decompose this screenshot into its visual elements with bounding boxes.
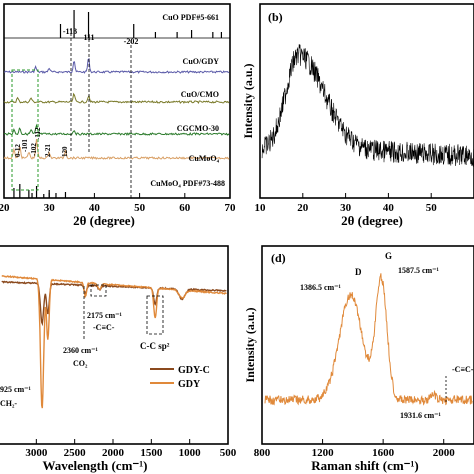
panel-a: 20 30 40 50 60 70 2θ (degree) CuO PDF#5-661 C… bbox=[0, 3, 236, 228]
legend-label-gdy-c: GDY-C bbox=[178, 365, 210, 376]
series-line-2 bbox=[3, 92, 230, 105]
panel-d-x-label: Raman shift (cm⁻¹) bbox=[311, 458, 419, 473]
x-tick-label: 3000 bbox=[25, 447, 48, 459]
hkl-m101: -101 bbox=[21, 139, 29, 152]
x-tick-label: 30 bbox=[44, 202, 56, 214]
x-tick-label: 40 bbox=[89, 202, 101, 214]
legend-label-gdy: GDY bbox=[178, 379, 201, 390]
peak-label-m113: -113 bbox=[63, 27, 77, 36]
x-tick-label: 2000 bbox=[433, 447, 456, 459]
annot-2360: 2360 cm⁻¹ bbox=[63, 346, 98, 355]
x-tick-label: 2500 bbox=[64, 447, 87, 459]
raman-line bbox=[264, 273, 473, 406]
x-tick-label: 20 bbox=[0, 202, 10, 214]
panel-c-legend: GDY-C GDY bbox=[150, 365, 210, 390]
annot-1386: 1386.5 cm⁻¹ bbox=[300, 283, 341, 292]
panel-b: 10 20 30 40 50 (b) Intensity (a.u.) 2θ (degr… bbox=[241, 3, 474, 228]
series-line-4 bbox=[3, 139, 230, 160]
peak-label-111: 111 bbox=[83, 33, 94, 42]
panel-c-x-ticks: 3000 2500 2000 1500 1000 500 bbox=[25, 439, 237, 459]
x-tick-label: 50 bbox=[426, 202, 438, 214]
panel-b-x-label: 2θ (degree) bbox=[341, 213, 403, 228]
panel-b-curves bbox=[261, 44, 474, 168]
panel-d: 800 1200 1600 2000 (d) Intensity (a.u.) Ram… bbox=[243, 245, 474, 473]
annot-1587: 1587.5 cm⁻¹ bbox=[398, 266, 439, 275]
x-tick-label: 1600 bbox=[372, 447, 395, 459]
hkl-m112: -112 bbox=[34, 127, 42, 140]
annot-d: D bbox=[355, 267, 362, 277]
series-label-cumoo4-pdf: CuMoO₄ PDF#73-488 bbox=[150, 179, 225, 188]
x-tick-label: 800 bbox=[254, 447, 271, 459]
panel-c-curves bbox=[1, 275, 227, 409]
annot-ch2: CH₂- bbox=[0, 399, 17, 408]
series-label-cumoo4: CuMoO₄ bbox=[189, 154, 220, 163]
panel-d-label: (d) bbox=[271, 251, 286, 265]
annot-1931: 1931.6 cm⁻¹ bbox=[400, 411, 441, 420]
x-tick-label: 50 bbox=[134, 202, 146, 214]
series-label-cuo-cmo: CuO/CMO bbox=[181, 90, 219, 99]
x-tick-label: 10 bbox=[255, 202, 267, 214]
panel-c: 3000 2500 2000 1500 1000 500 Wavelength (cm⁻¹… bbox=[0, 245, 237, 473]
panel-a-x-label: 2θ (degree) bbox=[73, 213, 135, 228]
panel-d-curves bbox=[264, 273, 473, 406]
series-label-cuo-gdy: CuO/GDY bbox=[183, 57, 220, 66]
x-tick-label: 20 bbox=[297, 202, 309, 214]
panel-d-frame bbox=[261, 245, 474, 445]
x-tick-label: 30 bbox=[340, 202, 352, 214]
hkl-2-21: 2-21 bbox=[44, 144, 52, 157]
x-tick-label: 2000 bbox=[102, 447, 125, 459]
box-2175 bbox=[90, 284, 107, 297]
x-tick-label: 1500 bbox=[140, 447, 163, 459]
x-tick-label: 70 bbox=[225, 202, 237, 214]
hkl-m102: -102 bbox=[30, 143, 38, 156]
series-label-cgcmo: CGCMO-30 bbox=[177, 124, 219, 133]
green-highlight-box bbox=[11, 69, 39, 191]
annot-co2: CO₂ bbox=[73, 359, 88, 368]
panel-a-frame bbox=[3, 3, 231, 199]
hkl-120: 120 bbox=[61, 146, 69, 157]
annot-g: G bbox=[385, 251, 392, 261]
annot-2175: 2175 cm⁻¹ bbox=[87, 311, 122, 320]
x-tick-label: 60 bbox=[179, 202, 191, 214]
box-sp2 bbox=[146, 295, 164, 335]
annot-ccc-d: -C≡C- bbox=[452, 365, 474, 374]
xrd-line bbox=[261, 44, 474, 168]
panel-b-y-label: Intensity (a.u.) bbox=[241, 63, 255, 138]
panel-b-x-ticks: 10 20 30 40 50 bbox=[255, 193, 438, 214]
series-line-3 bbox=[3, 123, 230, 136]
panel-b-frame bbox=[259, 3, 474, 199]
annot-sp2: C-C sp² bbox=[140, 341, 170, 351]
x-tick-label: 1000 bbox=[179, 447, 202, 459]
hkl-0-12: 0-12 bbox=[14, 144, 22, 157]
series-label-cuo-pdf: CuO PDF#5-661 bbox=[162, 13, 219, 22]
x-tick-label: 500 bbox=[220, 447, 237, 459]
series-line-1 bbox=[3, 57, 230, 74]
panel-d-x-ticks: 800 1200 1600 2000 bbox=[254, 439, 455, 459]
panel-a-curves bbox=[3, 10, 230, 198]
panel-d-y-label: Intensity (a.u.) bbox=[243, 307, 257, 382]
annot-2925: 925 cm⁻¹ bbox=[0, 385, 31, 394]
x-tick-label: 40 bbox=[383, 202, 395, 214]
x-tick-label: 1200 bbox=[312, 447, 335, 459]
panel-a-x-ticks: 20 30 40 50 60 70 bbox=[0, 193, 236, 214]
ftir-line-1 bbox=[1, 275, 227, 409]
annot-ccc: -C≡C- bbox=[93, 323, 115, 332]
panel-b-label: (b) bbox=[268, 10, 283, 24]
panel-c-x-label: Wavelength (cm⁻¹) bbox=[43, 458, 148, 473]
panel-c-frame bbox=[0, 245, 229, 445]
